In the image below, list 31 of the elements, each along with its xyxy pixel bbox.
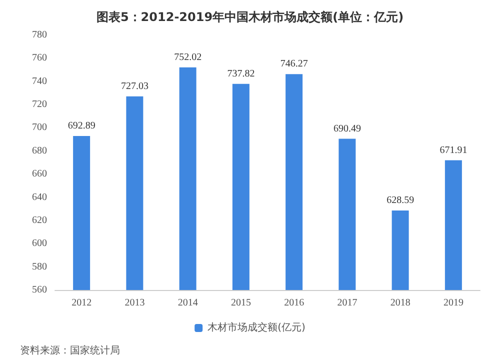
y-tick-label: 700: [32, 122, 47, 134]
x-tick-label: 2016: [284, 298, 304, 308]
y-tick-label: 740: [32, 76, 47, 87]
y-tick-label: 680: [32, 145, 47, 156]
data-label: 671.91: [440, 144, 468, 156]
data-label: 727.03: [120, 80, 148, 92]
y-tick-label: 780: [32, 30, 47, 40]
y-tick-label: 720: [32, 99, 47, 110]
chart-title: 图表5：2012-2019年中国木材市场成交额(单位：亿元): [96, 10, 404, 24]
x-tick-label: 2018: [390, 298, 410, 308]
data-label: 690.49: [333, 123, 361, 134]
y-tick-label: 620: [32, 214, 47, 226]
y-tick-label: 760: [32, 52, 47, 64]
x-tick-label: 2017: [337, 298, 358, 308]
data-label: 628.59: [386, 195, 414, 206]
x-tick-label: 2013: [124, 298, 145, 308]
y-tick-label: 660: [32, 168, 47, 180]
x-tick-label: 2012: [72, 298, 92, 308]
data-label: 692.89: [68, 120, 96, 132]
y-tick-label: 560: [32, 284, 47, 296]
x-tick-label: 2015: [230, 298, 251, 308]
x-tick-label: 2014: [178, 298, 198, 308]
y-tick-label: 640: [32, 192, 47, 203]
legend-label: 木材市场成交额(亿元): [208, 322, 306, 334]
data-label: 752.02: [174, 52, 202, 63]
y-tick-label: 580: [32, 261, 47, 272]
x-tick-label: 2019: [443, 298, 464, 308]
data-label: 737.82: [227, 68, 255, 80]
y-tick-label: 600: [32, 238, 47, 250]
data-label: 746.27: [280, 58, 308, 70]
text: 资料来源：国家统计局: [20, 344, 120, 356]
